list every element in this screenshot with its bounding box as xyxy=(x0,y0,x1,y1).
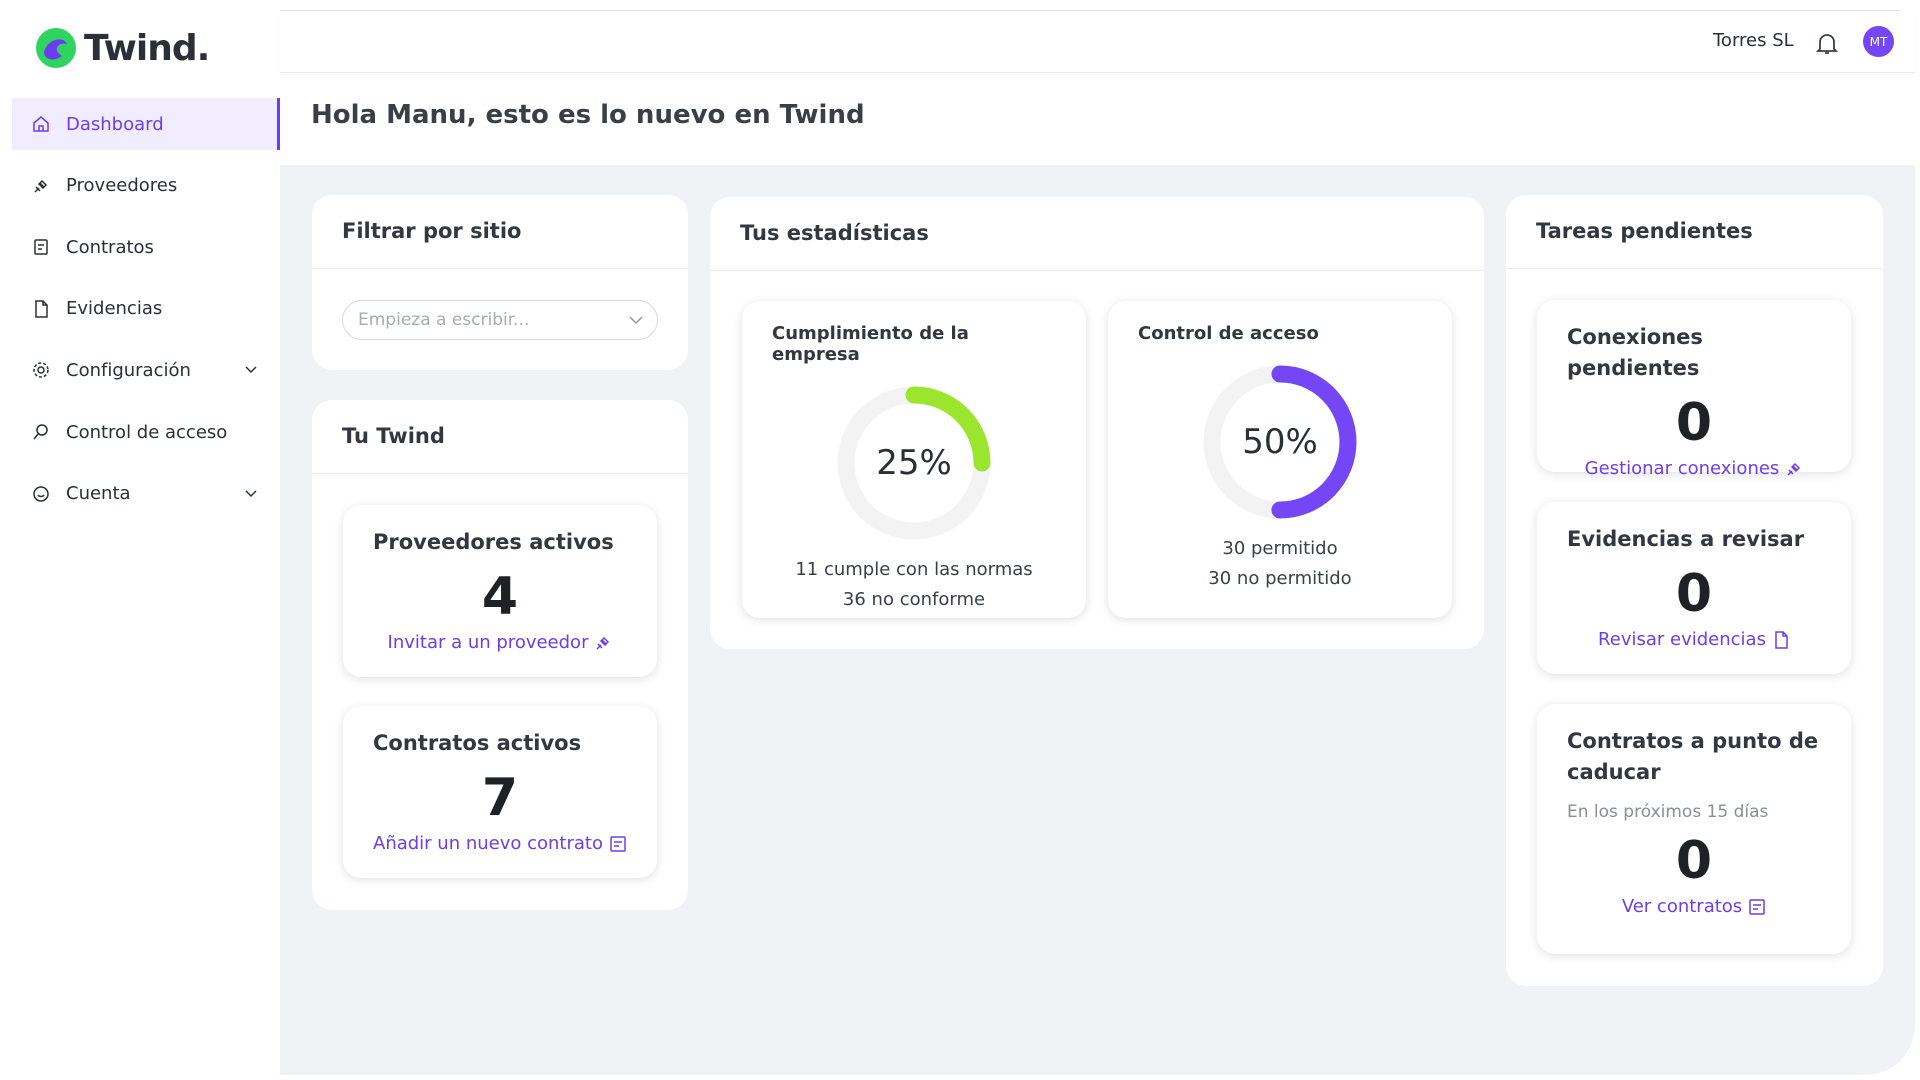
placeholder: Empieza a escribir... xyxy=(358,310,530,330)
donut xyxy=(1203,365,1357,519)
link-icon xyxy=(1749,898,1765,915)
bell-icon[interactable] xyxy=(1816,32,1838,56)
logo[interactable]: Twind. xyxy=(34,26,210,70)
card-title: Tareas pendientes xyxy=(1506,195,1883,269)
avatar[interactable]: MT xyxy=(1863,26,1894,57)
nav-icon xyxy=(34,179,48,193)
gauge-line: 30 permitido xyxy=(1222,538,1338,559)
link-text: Añadir un nuevo contrato xyxy=(373,833,603,854)
donut-arc xyxy=(837,386,991,540)
nav-item[interactable]: Cuenta xyxy=(12,468,280,520)
chevron xyxy=(629,316,643,325)
nav-icon xyxy=(34,239,48,255)
stat-link[interactable]: Invitar a un proveedor xyxy=(388,632,613,653)
nav-icon xyxy=(33,424,48,440)
stat-count: 7 xyxy=(481,768,519,828)
link-text: Revisar evidencias xyxy=(1598,629,1766,650)
gauge: 25% xyxy=(834,383,994,543)
gauge-title: Cumplimiento de la empresa xyxy=(772,323,969,365)
nav-label: Cuenta xyxy=(66,483,131,505)
chevron xyxy=(245,490,257,497)
gauge-label: 25% xyxy=(876,443,952,483)
link-icon xyxy=(596,636,610,650)
stat-card: Contratos a punto de caducar En los próxi… xyxy=(1537,704,1851,954)
stat-link[interactable]: Gestionar conexiones xyxy=(1585,458,1804,479)
nav-icon xyxy=(33,116,49,132)
nav-label: Contratos xyxy=(66,236,154,258)
stat-count: 0 xyxy=(1675,564,1713,624)
stat-title: Contratos activos xyxy=(373,731,582,755)
link-icon xyxy=(610,835,626,852)
gauge-line: 30 no permitido xyxy=(1208,568,1352,589)
stat-link[interactable]: Revisar evidencias xyxy=(1598,629,1790,650)
greeting: Hola Manu, esto es lo nuevo en Twind xyxy=(311,100,865,130)
nav-icon xyxy=(33,485,49,502)
link-text: Ver contratos xyxy=(1621,896,1743,917)
nav-item[interactable]: Dashboard xyxy=(12,98,280,150)
nav-item[interactable]: Proveedores xyxy=(12,160,280,212)
card-title: Tu Twind xyxy=(312,400,688,474)
nav-label: Proveedores xyxy=(66,175,178,197)
gauge-line: 36 no conforme xyxy=(842,589,986,610)
gauge: 50% xyxy=(1200,362,1360,522)
nav-label: Control de acceso xyxy=(66,421,228,443)
stat-title: Proveedores activos xyxy=(373,530,614,554)
stat-card: Evidencias a revisar 0 Revisar evidencias xyxy=(1537,502,1851,674)
stat-title: Contratos a punto de caducar xyxy=(1567,729,1819,784)
stat-title: Evidencias a revisar xyxy=(1567,527,1805,551)
link-icon xyxy=(1787,462,1801,476)
nav-label: Configuración xyxy=(66,359,191,381)
logo-mark xyxy=(36,28,76,68)
card-title: Tus estadísticas xyxy=(710,197,1484,271)
company[interactable]: Torres SL xyxy=(1713,30,1794,51)
gauge-card: Cumplimiento de la empresa 25% 11 cumple c… xyxy=(742,301,1086,618)
gauge-label: 50% xyxy=(1242,422,1318,462)
stat-card: Contratos activos 7 Añadir un nuevo contra… xyxy=(343,706,657,878)
nav-item[interactable]: Configuración xyxy=(12,344,280,396)
nav-label: Dashboard xyxy=(66,113,164,135)
nav-icon xyxy=(35,300,48,318)
nav-item[interactable]: Evidencias xyxy=(12,283,280,335)
link-icon xyxy=(1775,630,1788,649)
link-text: Invitar a un proveedor xyxy=(387,632,589,653)
chevron xyxy=(245,366,257,374)
link-text: Gestionar conexiones xyxy=(1584,458,1780,479)
nav-icon xyxy=(33,362,49,379)
sidebar xyxy=(0,0,280,1080)
stat-count: 4 xyxy=(481,567,519,627)
nav-item[interactable]: Control de acceso xyxy=(12,406,280,458)
stat-link[interactable]: Añadir un nuevo contrato xyxy=(373,833,627,854)
gauge-card: Control de acceso 50% 30 permitido 30 no pe… xyxy=(1108,301,1452,618)
stat-subtitle: En los próximos 15 días xyxy=(1567,802,1769,822)
donut xyxy=(837,386,991,540)
stat-count: 0 xyxy=(1675,393,1713,453)
top-line xyxy=(40,10,1900,11)
gauge-title: Control de acceso xyxy=(1138,323,1319,344)
nav-item[interactable]: Contratos xyxy=(12,221,280,273)
site-input[interactable]: Empieza a escribir... xyxy=(342,300,658,340)
card-title: Filtrar por sitio xyxy=(312,195,688,269)
stat-count: 0 xyxy=(1675,831,1713,891)
stat-title: Conexiones pendientes xyxy=(1567,325,1703,380)
stat-card: Conexiones pendientes 0 Gestionar conexion… xyxy=(1537,300,1851,479)
stat-card: Proveedores activos 4 Invitar a un proveed… xyxy=(343,505,657,677)
gauge-line: 11 cumple con las normas xyxy=(795,559,1033,580)
donut-arc xyxy=(1203,365,1357,519)
top-bar xyxy=(280,12,1915,73)
nav-label: Evidencias xyxy=(66,298,163,320)
stat-link[interactable]: Ver contratos xyxy=(1622,896,1766,917)
filter-card: Filtrar por sitio xyxy=(312,195,688,370)
brand: Twind. xyxy=(84,27,210,69)
